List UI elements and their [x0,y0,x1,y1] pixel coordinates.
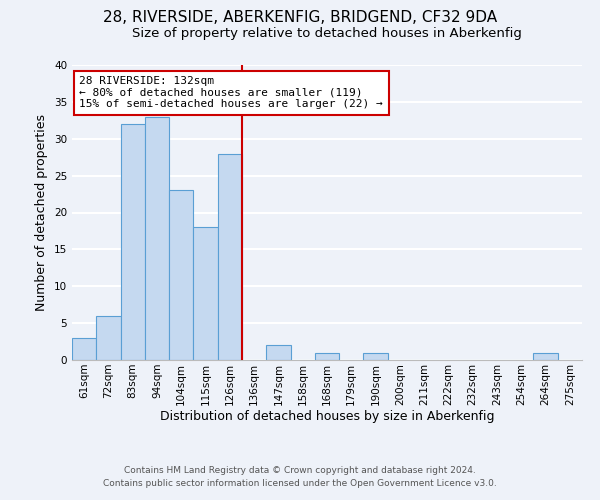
Bar [364,352,388,360]
Bar [266,345,290,360]
X-axis label: Distribution of detached houses by size in Aberkenfig: Distribution of detached houses by size … [160,410,494,424]
Bar [169,190,193,360]
Bar [218,154,242,360]
Bar [121,124,145,360]
Text: Contains HM Land Registry data © Crown copyright and database right 2024.
Contai: Contains HM Land Registry data © Crown c… [103,466,497,487]
Bar [96,316,121,360]
Title: Size of property relative to detached houses in Aberkenfig: Size of property relative to detached ho… [132,27,522,40]
Bar [72,338,96,360]
Text: 28, RIVERSIDE, ABERKENFIG, BRIDGEND, CF32 9DA: 28, RIVERSIDE, ABERKENFIG, BRIDGEND, CF3… [103,10,497,25]
Bar [533,352,558,360]
Bar [145,116,169,360]
Text: 28 RIVERSIDE: 132sqm
← 80% of detached houses are smaller (119)
15% of semi-deta: 28 RIVERSIDE: 132sqm ← 80% of detached h… [79,76,383,110]
Bar [315,352,339,360]
Y-axis label: Number of detached properties: Number of detached properties [35,114,49,311]
Bar [193,227,218,360]
